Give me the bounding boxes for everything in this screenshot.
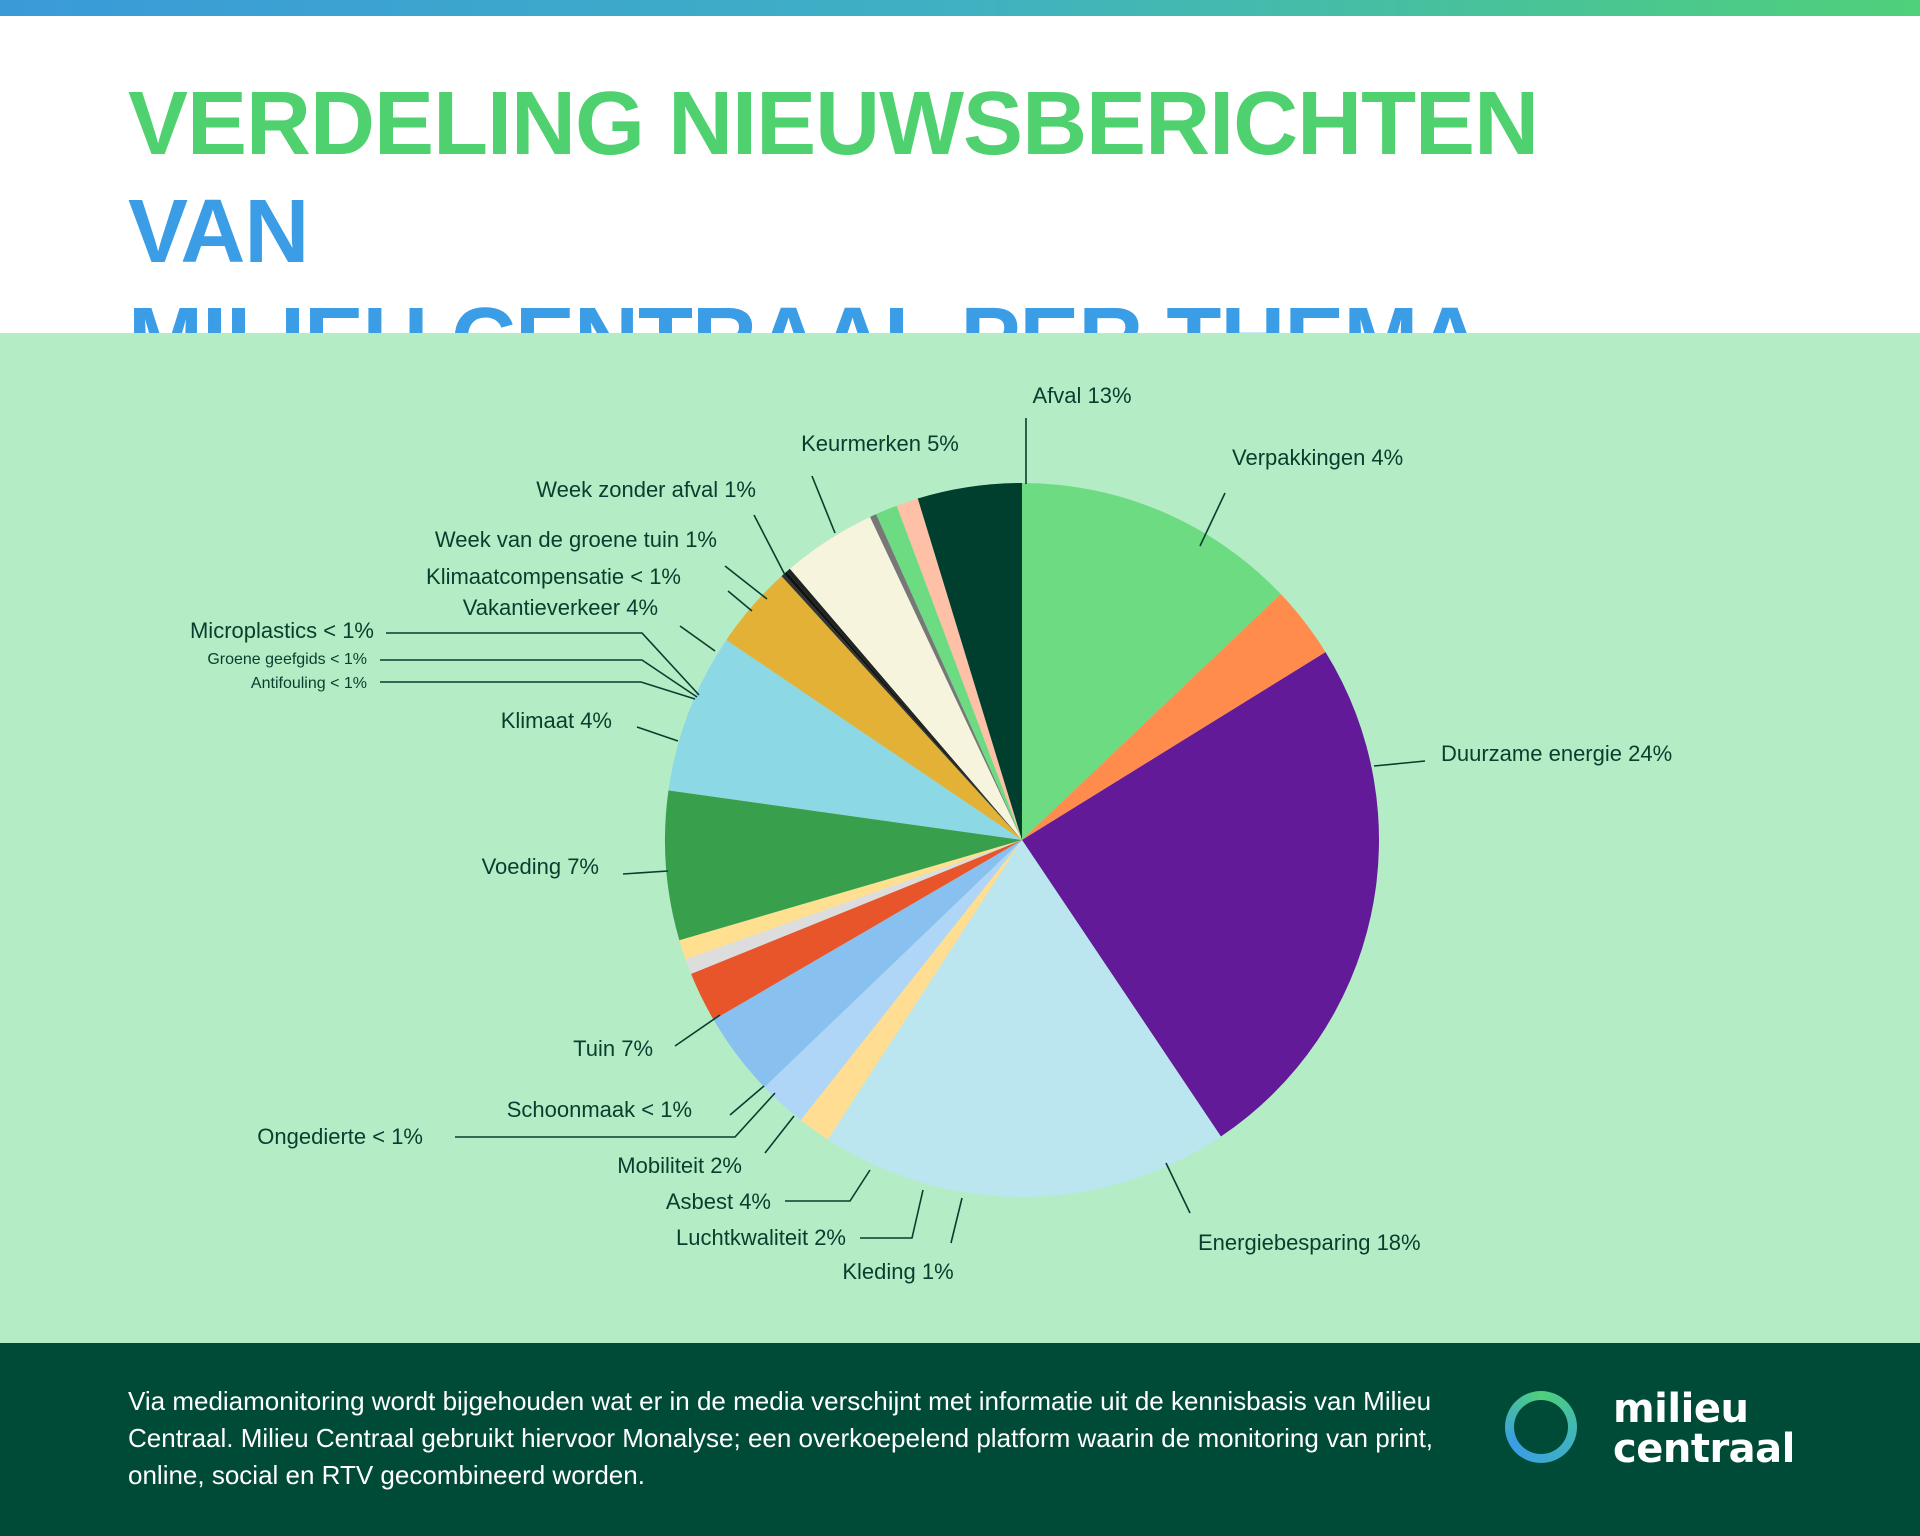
slice-label-kleding-1: Kleding 1% [842,1259,953,1284]
slice-labels: Afval 13% Verpakkingen 4% Duurzame energie… [190,383,1672,1284]
pie-slice-luchtkwaliteit-2 [764,840,1022,1121]
pie-slices [664,483,1379,1198]
slice-label-klimaat-4: Klimaat 4% [501,708,612,733]
slice-label-luchtkwaliteit-2: Luchtkwaliteit 2% [676,1225,846,1250]
slice-label-tuin-7: Tuin 7% [573,1036,653,1061]
pie-chart: Afval 13% Verpakkingen 4% Duurzame energie… [190,383,1672,1284]
slice-label-afval-13: Afval 13% [1032,383,1131,408]
pie-slice-kleding-1 [800,840,1022,1140]
label-leader-lines [380,418,1426,1244]
slice-label-asbest-4: Asbest 4% [666,1189,771,1214]
pie-slice-asbest-4 [713,840,1022,1088]
slice-label-verpakkingen-4: Verpakkingen 4% [1232,445,1403,470]
top-gradient-bar [0,0,1920,16]
pie-slice-week-van-de-groene-tuin-1 [876,505,1022,840]
slice-label-schoonmaak-1: Schoonmaak < 1% [507,1097,692,1122]
pie-slice-vakantieverkeer-4 [789,516,1022,840]
leader-line-kleding-1 [950,1197,963,1244]
slice-label-microplastics-1: Microplastics < 1% [190,618,374,643]
leader-line-microplastics-1 [386,632,700,696]
logo-wordmark: milieu centraal [1613,1389,1795,1469]
footer-description: Via mediamonitoring wordt bijgehouden wa… [128,1386,1434,1490]
leader-line-schoonmaak-1 [729,1085,765,1116]
leader-line-luchtkwaliteit-2 [860,1189,924,1239]
leader-line-duurzame-energie-24 [1373,760,1426,767]
pie-slice-antifouling-1 [781,573,1022,840]
slice-label-week-van-de-groene-tuin-1: Week van de groene tuin 1% [435,527,717,552]
title-blue-part-1: VAN [128,182,309,282]
pie-slice-keurmerken-5 [917,483,1022,840]
leader-line-week-van-de-groene-tuin-1 [724,565,768,600]
footer: Via mediamonitoring wordt bijgehouden wa… [0,1343,1920,1536]
pie-slice-energiebesparing-18 [827,840,1221,1198]
pie-slice-week-zonder-afval-1 [896,498,1022,840]
slice-label-keurmerken-5: Keurmerken 5% [801,431,959,456]
logo-ring-icon [1505,1391,1577,1463]
leader-line-klimaatcompensatie-1 [727,590,753,612]
leader-line-asbest-4 [785,1169,871,1202]
title-green-part: VERDELING NIEUWSBERICHTEN [128,74,1539,174]
slice-label-klimaatcompensatie-1: Klimaatcompensatie < 1% [426,564,681,589]
slice-label-groene-geefgids-1: Groene geefgids < 1% [207,651,367,668]
slice-label-mobiliteit-2: Mobiliteit 2% [617,1153,742,1178]
leader-line-tuin-7 [674,1014,721,1047]
leader-line-keurmerken-5 [811,475,836,534]
pie-slice-schoonmaak-1 [679,840,1022,960]
pie-slice-mobiliteit-2 [691,840,1022,1020]
slice-label-vakantieverkeer-4: Vakantieverkeer 4% [463,595,658,620]
pie-slice-tuin-7 [664,790,1022,941]
chart-panel: Afval 13% Verpakkingen 4% Duurzame energie… [0,333,1920,1343]
slice-label-voeding-7: Voeding 7% [482,854,599,879]
logo-line-2: centraal [1613,1426,1795,1472]
leader-line-energiebesparing-18 [1165,1162,1191,1214]
pie-slice-verpakkingen-4 [1022,594,1326,840]
pie-slice-microplastics-1 [786,568,1022,840]
leader-line-verpakkingen-4 [1199,492,1226,547]
leader-line-antifouling-1 [380,681,696,700]
leader-line-voeding-7 [622,870,669,875]
pie-slice-klimaat-4 [726,576,1022,840]
milieu-centraal-logo: milieu centraal [1505,1389,1805,1491]
leader-line-ongedierte-1 [455,1092,776,1138]
pie-slice-voeding-7 [668,639,1022,840]
pie-slice-ongedierte-1 [685,840,1022,974]
pie-slice-duurzame-energie-24 [1022,652,1379,1137]
pie-slice-afval-13 [1022,483,1281,840]
pie-slice-klimaatcompensatie-1 [870,514,1022,840]
leader-line-week-zonder-afval-1 [753,514,786,576]
leader-line-mobiliteit-2 [764,1115,795,1154]
leader-line-klimaat-4 [636,726,679,742]
leader-line-vakantieverkeer-4 [679,625,716,652]
slice-label-week-zonder-afval-1: Week zonder afval 1% [536,477,756,502]
slice-label-antifouling-1: Antifouling < 1% [251,675,367,692]
logo-line-1: milieu [1613,1386,1749,1432]
pie-slice-groene-geefgids-1 [784,571,1022,840]
slice-label-duurzame-energie-24: Duurzame energie 24% [1441,741,1672,766]
slice-label-ongedierte-1: Ongedierte < 1% [257,1124,423,1149]
slice-label-energiebesparing-18: Energiebesparing 18% [1198,1230,1421,1255]
leader-line-groene-geefgids-1 [380,659,698,698]
